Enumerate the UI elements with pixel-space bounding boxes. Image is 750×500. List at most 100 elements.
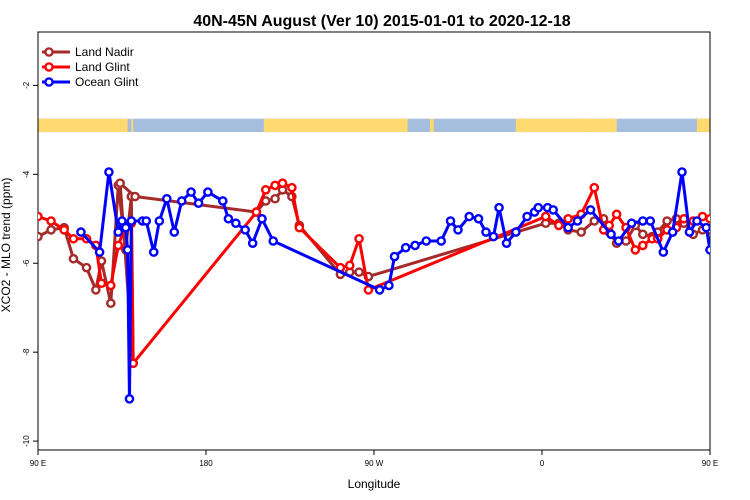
data-point: [563, 213, 573, 224]
data-point: [186, 187, 196, 197]
data-point: [585, 205, 596, 215]
data-point: [176, 196, 187, 206]
data-point: [126, 216, 137, 226]
data-point: [106, 298, 116, 309]
data-point: [122, 245, 133, 255]
data-point: [270, 193, 280, 204]
data-point: [576, 227, 587, 237]
data-point: [113, 240, 124, 251]
data-point: [464, 211, 475, 222]
data-point: [621, 236, 631, 246]
data-point: [533, 202, 544, 213]
data-point: [473, 213, 484, 224]
data-point: [384, 280, 394, 291]
data-point: [626, 218, 637, 229]
data-point: [481, 227, 491, 237]
data-point: [106, 280, 116, 291]
data-point: [46, 225, 56, 235]
data-point: [94, 247, 105, 257]
land-segment: [586, 118, 591, 133]
data-point: [410, 240, 420, 251]
land-segment: [120, 118, 128, 133]
data-point: [705, 245, 710, 255]
x-tick-label: 90 E: [702, 459, 718, 468]
data-point: [613, 236, 624, 246]
plot-area: -2 -4 -6 -8 -10 90 E 180 90 W 0 90 E Land NadirLan…: [22, 31, 718, 468]
data-point: [638, 229, 648, 240]
data-point: [638, 216, 648, 226]
data-point: [667, 227, 678, 237]
data-point: [522, 211, 532, 222]
data-point: [589, 216, 600, 226]
data-point: [240, 225, 250, 235]
data-point: [488, 231, 499, 242]
data-point: [59, 225, 69, 235]
legend-swatch-marker: [44, 47, 54, 57]
data-point: [572, 216, 583, 226]
data-point: [630, 245, 641, 255]
data-point: [354, 267, 364, 277]
data-point: [68, 253, 79, 264]
x-axis-label: Longitude: [348, 477, 401, 491]
data-point: [662, 216, 672, 226]
data-point: [154, 216, 165, 226]
chart-title: 40N-45N August (Ver 10) 2015-01-01 to 20…: [193, 13, 570, 30]
data-point: [677, 167, 687, 177]
data-point: [270, 180, 280, 191]
land-segment: [263, 118, 408, 133]
data-point: [203, 187, 213, 197]
legend-entry-label: Ocean Glint: [75, 75, 139, 89]
land-sea-strip: [38, 118, 710, 133]
y-tick-label: -8: [22, 348, 31, 356]
data-point: [161, 193, 172, 204]
y-tick-label: -4: [22, 170, 31, 178]
data-point: [193, 198, 204, 209]
data-point: [589, 182, 600, 193]
data-point: [501, 238, 512, 249]
data-point: [554, 220, 564, 231]
data-point: [81, 262, 92, 273]
data-point: [38, 211, 43, 222]
data-point: [124, 394, 135, 404]
data-point: [645, 216, 656, 226]
data-point: [231, 218, 241, 229]
legend-entry-label: Land Nadir: [75, 45, 134, 59]
land-segment: [430, 118, 434, 133]
data-point: [400, 242, 411, 253]
data-point: [277, 178, 288, 188]
data-point: [494, 202, 504, 213]
legend-entry-label: Land Glint: [75, 60, 130, 74]
data-point: [115, 178, 125, 188]
data-point: [76, 227, 86, 237]
data-point: [436, 236, 447, 246]
data-point: [46, 216, 56, 226]
data-point: [251, 207, 262, 217]
data-point: [141, 216, 152, 226]
data-point: [606, 229, 616, 240]
data-point: [389, 251, 400, 262]
y-tick-label: -6: [22, 259, 31, 267]
data-point: [113, 227, 124, 237]
series-layer: [38, 167, 710, 404]
x-tick-label: 90 E: [30, 459, 46, 468]
data-point: [354, 233, 364, 244]
data-point: [511, 227, 521, 237]
data-point: [91, 285, 101, 295]
data-point: [701, 222, 710, 233]
data-point: [96, 278, 107, 289]
data-point: [257, 213, 267, 224]
data-point: [287, 182, 297, 193]
data-point: [223, 213, 234, 224]
data-point: [692, 216, 702, 226]
x-tick-label: 0: [540, 459, 545, 468]
legend-swatch-marker: [44, 62, 54, 72]
data-point: [260, 185, 271, 195]
y-tick-label: -2: [22, 81, 31, 89]
land-segment: [696, 118, 710, 133]
data-point: [169, 227, 180, 237]
data-point: [344, 260, 355, 271]
data-point: [548, 205, 559, 215]
data-point: [294, 222, 305, 233]
